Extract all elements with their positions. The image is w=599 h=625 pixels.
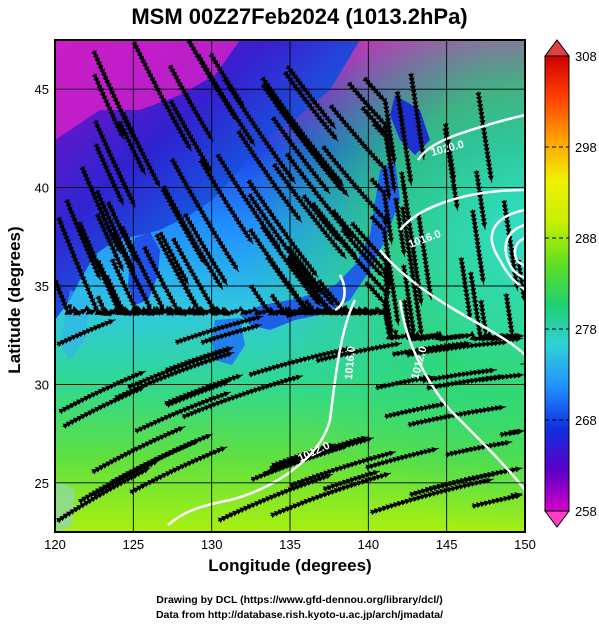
streamline bbox=[217, 473, 333, 524]
colorbar-label: 298 bbox=[575, 140, 597, 155]
colorbar: 258 268 278 288 298 308 bbox=[544, 39, 597, 528]
x-axis-ticks: 120 125 130 135 140 145 150 bbox=[44, 537, 536, 552]
contour-line-1012-east bbox=[379, 249, 525, 356]
streamline bbox=[186, 40, 239, 123]
colorbar-label: 268 bbox=[575, 413, 597, 428]
colorbar-label: 278 bbox=[575, 322, 597, 337]
x-tick-label: 145 bbox=[436, 537, 458, 552]
streamline bbox=[391, 340, 472, 358]
streamline bbox=[394, 90, 414, 186]
streamline bbox=[95, 295, 153, 317]
streamline bbox=[169, 157, 240, 273]
plot-frame bbox=[54, 39, 526, 533]
pressure-contours bbox=[167, 113, 525, 526]
map-grid bbox=[55, 40, 525, 532]
contour-line-inner-1 bbox=[490, 208, 525, 291]
streamline bbox=[475, 91, 494, 183]
contour-line-inner-3 bbox=[513, 236, 525, 268]
x-tick-label: 125 bbox=[122, 537, 144, 552]
streamline bbox=[370, 477, 494, 516]
contour-line-1012-south bbox=[398, 299, 525, 491]
colorbar-min-arrow bbox=[544, 510, 570, 528]
streamline bbox=[56, 319, 116, 348]
streamline bbox=[271, 443, 336, 469]
streamline bbox=[392, 197, 407, 257]
map-title: MSM 00Z27Feb2024 (1013.2hPa) bbox=[131, 4, 468, 29]
y-tick-label: 30 bbox=[35, 377, 49, 392]
streamline bbox=[247, 227, 326, 317]
streamline bbox=[55, 467, 151, 524]
x-axis-label: Longitude (degrees) bbox=[208, 556, 372, 575]
streamline bbox=[407, 404, 507, 428]
data-credit: Data from http://database.rish.kyoto-u.a… bbox=[155, 609, 444, 621]
streamline bbox=[315, 341, 403, 364]
streamline bbox=[442, 127, 460, 211]
contour-line-1016-east bbox=[399, 188, 525, 231]
y-axis-label: Latitude (degrees) bbox=[5, 226, 24, 374]
streamline bbox=[421, 367, 497, 384]
contour-line-coast bbox=[334, 274, 346, 312]
y-axis-ticks: 25 30 35 40 45 bbox=[35, 82, 49, 491]
streamline bbox=[134, 391, 232, 434]
wind-streamlines bbox=[55, 40, 525, 524]
y-tick-label: 45 bbox=[35, 82, 49, 97]
x-tick-label: 120 bbox=[44, 537, 66, 552]
streamline bbox=[384, 401, 448, 420]
streamline bbox=[445, 439, 513, 458]
drawing-credit: Drawing by DCL (https://www.gfd-dennou.o… bbox=[156, 594, 443, 606]
x-tick-label: 135 bbox=[279, 537, 301, 552]
colorbar-label: 288 bbox=[575, 231, 597, 246]
colorbar-label: 308 bbox=[575, 49, 597, 64]
streamline bbox=[469, 209, 486, 285]
contour-line-1016-south bbox=[167, 299, 357, 526]
y-tick-label: 25 bbox=[35, 476, 49, 491]
streamline bbox=[480, 372, 525, 383]
x-tick-label: 150 bbox=[514, 537, 536, 552]
streamline bbox=[458, 257, 473, 321]
colorbar-label: 258 bbox=[575, 504, 597, 519]
colorbar-max-arrow bbox=[544, 39, 570, 57]
streamline bbox=[105, 201, 138, 264]
x-tick-label: 140 bbox=[357, 537, 379, 552]
colorbar-scale bbox=[544, 55, 570, 512]
contour-line-1020 bbox=[416, 113, 525, 161]
streamline bbox=[508, 428, 525, 436]
streamline bbox=[330, 208, 391, 299]
streamline bbox=[174, 314, 264, 346]
x-tick-label: 130 bbox=[201, 537, 223, 552]
streamline bbox=[407, 72, 426, 160]
streamline bbox=[120, 111, 161, 188]
streamline bbox=[62, 386, 146, 429]
streamline bbox=[401, 299, 467, 342]
y-tick-label: 40 bbox=[35, 181, 49, 196]
contour-line-inner-2 bbox=[504, 223, 525, 280]
contour-label-1016-south: 1016.0 bbox=[343, 346, 358, 381]
streamline bbox=[322, 470, 381, 493]
y-tick-label: 35 bbox=[35, 279, 49, 294]
